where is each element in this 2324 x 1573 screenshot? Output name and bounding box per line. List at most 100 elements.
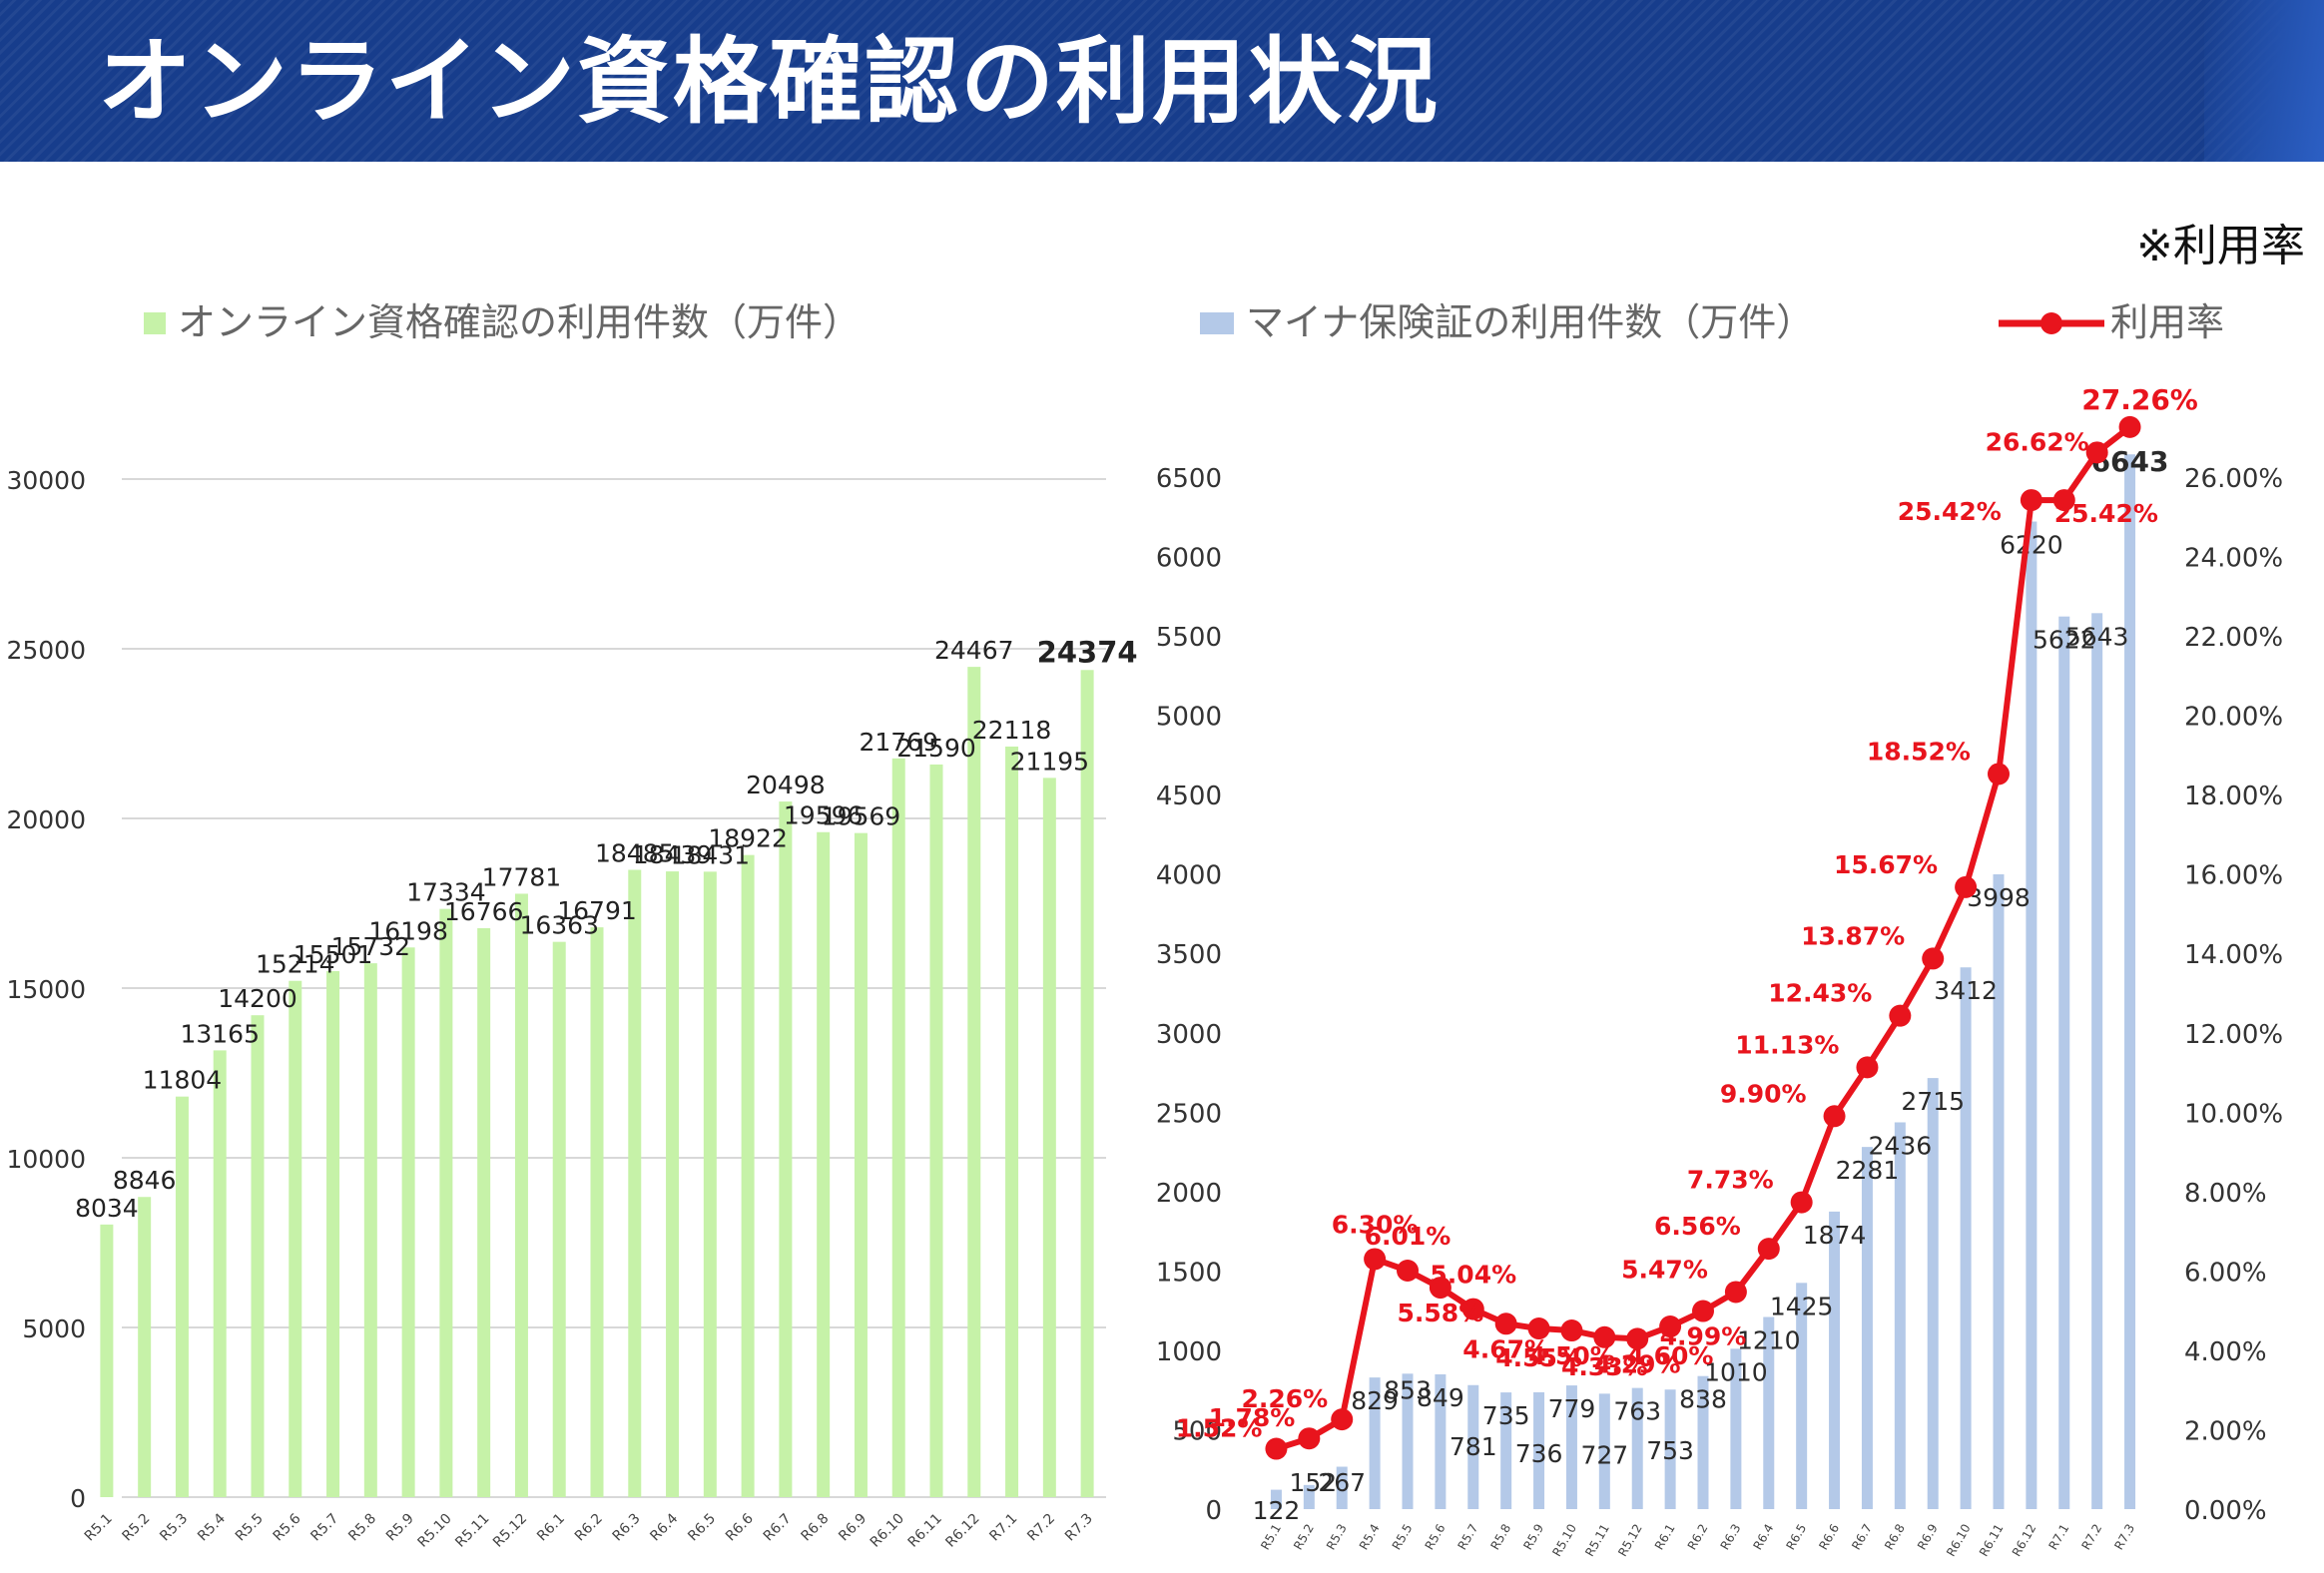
- left-legend-swatch: [144, 312, 166, 334]
- right-bar: [1598, 1393, 1610, 1509]
- right-y-tick-label: 1500: [1156, 1258, 1222, 1288]
- left-data-label: 8846: [113, 1166, 177, 1195]
- left-bar: [175, 1096, 189, 1497]
- right-x-tick-label: R5.2: [1291, 1522, 1317, 1553]
- rate-data-label: 6.30%: [1332, 1210, 1419, 1239]
- rate-line-series: [1265, 415, 2141, 1460]
- right-bar: [1796, 1283, 1808, 1509]
- rate-data-label: 15.67%: [1834, 850, 1938, 879]
- right-bar: [1927, 1078, 1939, 1509]
- rate-point: [1593, 1325, 1616, 1348]
- right-bar: [2058, 616, 2070, 1509]
- right-bar: [1894, 1122, 1906, 1509]
- left-bar: [138, 1197, 152, 1497]
- left-x-tick-label: R6.10: [868, 1511, 907, 1551]
- rate-data-label: 4.29%: [1594, 1349, 1681, 1378]
- rate-point: [1626, 1327, 1649, 1350]
- right-bar-data-label: 2281: [1836, 1156, 1900, 1185]
- right-bar-data-label: 849: [1417, 1383, 1464, 1412]
- right-y2-tick-label: 18.00%: [2184, 782, 2283, 811]
- rate-data-label: 4.50%: [1528, 1341, 1615, 1370]
- rate-point: [1429, 1277, 1452, 1300]
- right-bar-data-label: 763: [1613, 1397, 1661, 1426]
- left-x-tick-label: R5.9: [383, 1511, 417, 1545]
- rate-data-label: 2.26%: [1241, 1384, 1328, 1413]
- left-x-tick-label: R7.1: [986, 1511, 1020, 1545]
- right-x-tick-label: R5.10: [1549, 1522, 1579, 1559]
- left-data-label: 18485: [595, 839, 675, 868]
- right-y2-tick-label: 16.00%: [2184, 861, 2283, 891]
- right-bar-data-label: 829: [1351, 1386, 1399, 1415]
- rate-data-label: 4.55%: [1495, 1343, 1582, 1372]
- left-x-tick-label: R6.3: [610, 1511, 644, 1545]
- right-y-tick-label: 6500: [1156, 464, 1222, 494]
- left-bar: [891, 758, 905, 1497]
- right-x-tick-label: R6.1: [1652, 1522, 1678, 1553]
- right-bar: [1270, 1489, 1282, 1509]
- right-bar-data-label: 1010: [1704, 1357, 1768, 1386]
- rate-data-label: 11.13%: [1735, 1030, 1839, 1059]
- rate-data-labels: 1.52%1.78%2.26% 6.30%6.01% 5.58% 5.04% 4.67%…: [1176, 383, 2198, 1443]
- left-bar: [741, 854, 755, 1497]
- right-x-tick-label: R6.12: [2010, 1522, 2039, 1559]
- left-x-tick-label: R6.1: [534, 1511, 568, 1545]
- right-x-tick-label: R5.11: [1582, 1522, 1612, 1559]
- rate-data-label: 5.58%: [1398, 1299, 1484, 1327]
- rate-data-label: 27.26%: [2081, 383, 2198, 416]
- rate-data-label: 6.01%: [1365, 1222, 1452, 1251]
- right-legend: マイナ保険証の利用件数（万件） 利用率: [1200, 300, 2224, 344]
- right-y2-tick-label: 8.00%: [2184, 1179, 2267, 1209]
- right-bar: [1960, 967, 1972, 1509]
- left-x-tick-label: R5.8: [345, 1511, 379, 1545]
- left-x-tick-label: R5.7: [307, 1511, 341, 1545]
- rate-point: [1955, 875, 1978, 898]
- left-x-tick-label: R5.12: [490, 1511, 530, 1551]
- left-y-tick-label: 30000: [6, 466, 86, 495]
- left-x-tick-label: R5.2: [120, 1511, 154, 1545]
- left-bar: [628, 869, 642, 1497]
- left-data-label: 17781: [482, 862, 562, 891]
- rate-point: [1560, 1319, 1583, 1342]
- right-x-tick-label: R7.3: [2111, 1522, 2137, 1553]
- left-y-tick-label: 15000: [6, 975, 86, 1004]
- left-bar: [590, 927, 604, 1497]
- left-bar: [100, 1224, 114, 1497]
- right-y-tick-label: 0: [1205, 1496, 1222, 1526]
- rate-data-label: 4.99%: [1660, 1322, 1747, 1351]
- rate-data-label: 9.90%: [1720, 1079, 1807, 1108]
- rate-data-label: 5.04%: [1430, 1261, 1516, 1290]
- left-data-label: 16791: [557, 896, 637, 925]
- right-y2-tick-label: 12.00%: [2184, 1020, 2283, 1050]
- right-y-tick-label: 1000: [1156, 1337, 1222, 1367]
- left-data-label: 18439: [633, 840, 713, 869]
- left-x-tick-label: R6.11: [905, 1511, 945, 1551]
- rate-point: [1527, 1317, 1550, 1340]
- right-y2-tick-label: 24.00%: [2184, 544, 2283, 574]
- left-data-label: 15501: [293, 940, 373, 969]
- left-data-label: 21195: [1010, 747, 1090, 776]
- right-bar-data-label: 6643: [2091, 445, 2169, 478]
- left-bar: [1080, 670, 1094, 1497]
- right-bar: [1730, 1348, 1742, 1509]
- right-x-tick-label: R5.6: [1423, 1522, 1449, 1553]
- left-bars: [100, 667, 1094, 1497]
- left-x-tick-label: R5.1: [82, 1511, 116, 1545]
- right-bar-data-label: 853: [1384, 1375, 1432, 1404]
- left-y-tick-label: 5000: [22, 1314, 86, 1343]
- left-x-tick-label: R6.7: [761, 1511, 795, 1545]
- rate-data-label: 4.33%: [1561, 1352, 1648, 1381]
- rate-point: [1298, 1427, 1321, 1450]
- left-bar: [439, 908, 453, 1497]
- right-bar: [1500, 1392, 1512, 1509]
- left-bar: [326, 970, 340, 1497]
- right-y-axis-ticks-right: 0.00% 2.00% 4.00% 6.00% 8.00% 10.00% 12.00% 14.…: [2184, 464, 2283, 1526]
- rate-point: [1331, 1408, 1354, 1431]
- right-x-tick-label: R6.6: [1816, 1522, 1842, 1553]
- right-x-tick-label: R6.8: [1882, 1522, 1908, 1553]
- rate-data-label: 18.52%: [1867, 737, 1971, 766]
- right-x-tick-label: R6.5: [1783, 1522, 1809, 1553]
- rate-data-label: 13.87%: [1801, 921, 1905, 950]
- right-bar: [1402, 1373, 1414, 1509]
- left-bar: [1042, 778, 1056, 1497]
- rate-data-label: 12.43%: [1768, 979, 1872, 1008]
